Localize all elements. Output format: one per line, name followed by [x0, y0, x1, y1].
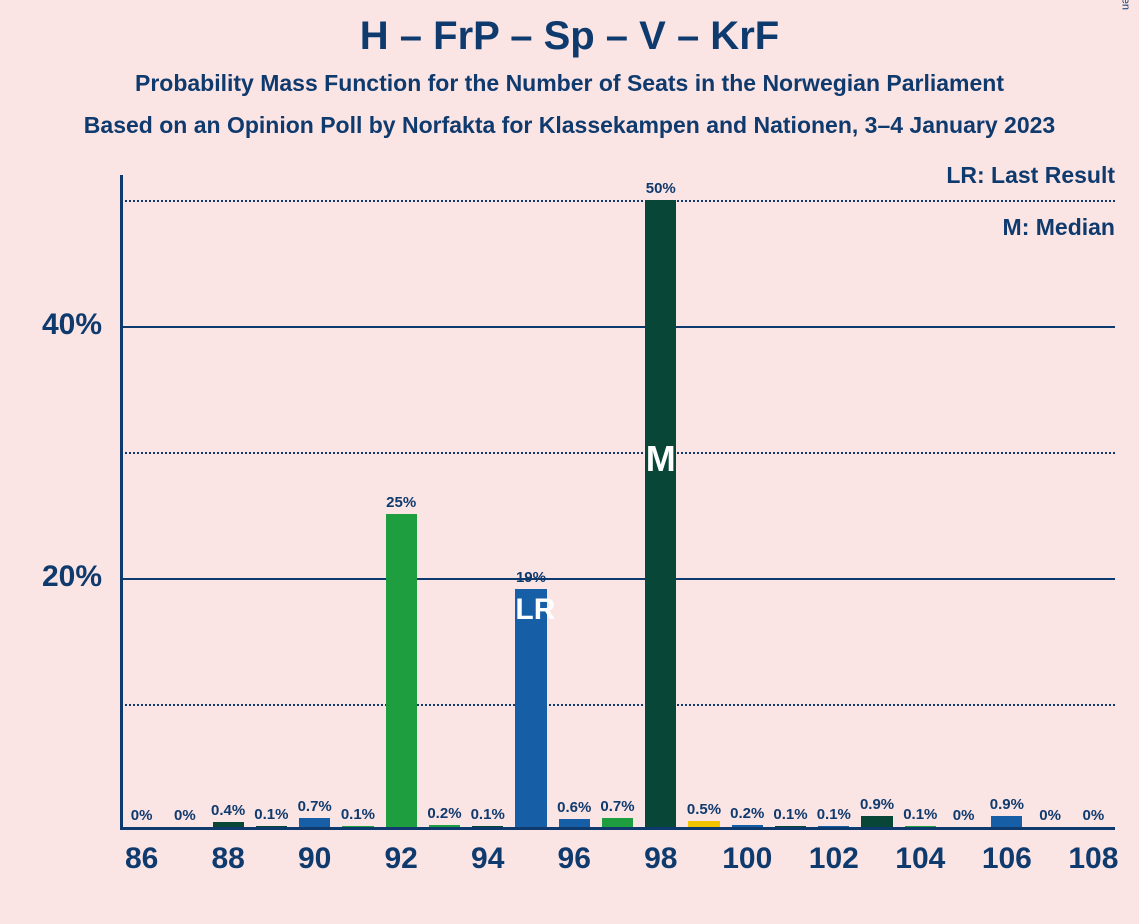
- x-tick-label: 102: [794, 842, 874, 876]
- x-tick-label: 88: [188, 842, 268, 876]
- bar: [775, 826, 806, 827]
- x-tick-label: 100: [707, 842, 787, 876]
- median-marker: M: [645, 438, 676, 480]
- x-tick-label: 104: [880, 842, 960, 876]
- gridline: [120, 578, 1115, 580]
- bar: [472, 826, 503, 827]
- bar: [342, 826, 373, 827]
- x-tick-label: 106: [967, 842, 1047, 876]
- bar: [559, 819, 590, 827]
- x-tick-label: 92: [361, 842, 441, 876]
- bar: [991, 816, 1022, 827]
- x-tick-label: 96: [534, 842, 614, 876]
- x-tick-label: 108: [1053, 842, 1133, 876]
- bar-value-label: 0.7%: [593, 798, 643, 815]
- last-result-marker: LR: [515, 593, 546, 627]
- chart-subtitle-2: Based on an Opinion Poll by Norfakta for…: [0, 112, 1139, 139]
- gridline-minor: [120, 200, 1115, 202]
- x-axis: [120, 827, 1115, 830]
- x-tick-label: 86: [102, 842, 182, 876]
- bar: [905, 826, 936, 827]
- y-tick-label: 40%: [0, 308, 102, 342]
- bar: [602, 818, 633, 827]
- credit-text: © 2025 Filip van Laenen: [1119, 0, 1131, 10]
- gridline-minor: [120, 452, 1115, 454]
- chart-title: H – FrP – Sp – V – KrF: [0, 14, 1139, 59]
- y-axis: [120, 175, 123, 830]
- bar-value-label: 0.1%: [463, 806, 513, 823]
- bar: [299, 818, 330, 827]
- bar: [732, 825, 763, 828]
- bar: [213, 822, 244, 827]
- x-tick-label: 90: [275, 842, 355, 876]
- x-tick-label: 94: [448, 842, 528, 876]
- plot-area: 0%0%0.4%0.1%0.7%0.1%25%0.2%0.1%19%LR0.6%…: [120, 175, 1115, 830]
- bar: [429, 825, 460, 828]
- chart-subtitle-1: Probability Mass Function for the Number…: [0, 70, 1139, 97]
- bar-value-label: 25%: [376, 494, 426, 511]
- bar-value-label: 0.1%: [333, 806, 383, 823]
- bar: [256, 826, 287, 827]
- bar-value-label: 19%: [506, 569, 556, 586]
- bar-value-label: 50%: [636, 180, 686, 197]
- bar: [818, 826, 849, 827]
- chart-canvas: H – FrP – Sp – V – KrF Probability Mass …: [0, 0, 1139, 924]
- x-tick-label: 98: [621, 842, 701, 876]
- y-tick-label: 20%: [0, 560, 102, 594]
- bar: [688, 821, 719, 827]
- bar: [645, 200, 676, 827]
- gridline: [120, 326, 1115, 328]
- bar-value-label: 0%: [1068, 807, 1118, 824]
- gridline-minor: [120, 704, 1115, 706]
- bar: [861, 816, 892, 827]
- bar: [386, 514, 417, 827]
